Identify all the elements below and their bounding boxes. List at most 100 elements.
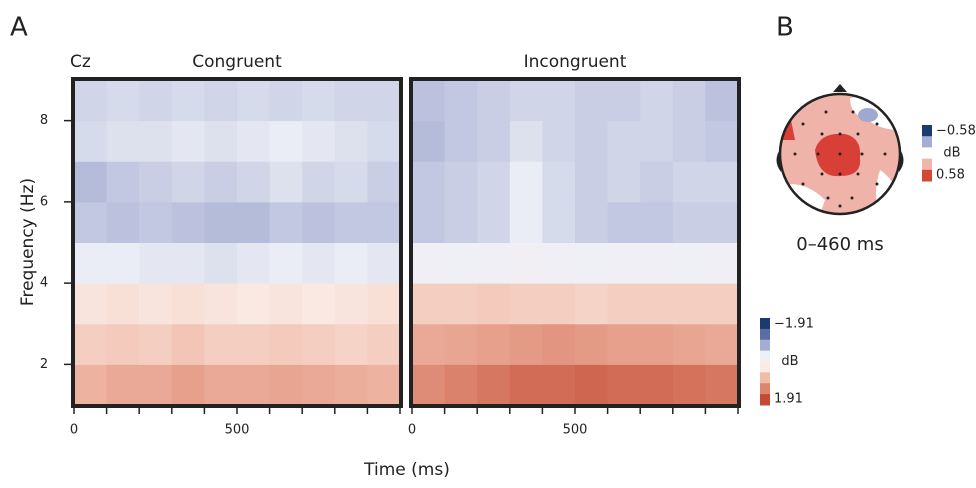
heatmap-cell	[334, 120, 368, 162]
heatmap-cell	[607, 323, 641, 365]
heatmap-cell	[367, 80, 401, 122]
heatmap-cell	[705, 120, 739, 162]
colorbar-swatch	[922, 169, 932, 182]
y-tick-label: 4	[40, 276, 48, 291]
colorbar-tick-label: 0.58	[936, 168, 965, 183]
heatmap-cell	[640, 161, 674, 203]
heatmap-cell	[640, 283, 674, 325]
heatmap-cell	[171, 364, 205, 406]
heatmap-cell	[367, 364, 401, 406]
heatmap-cell	[575, 283, 609, 325]
heatmap-cell	[575, 80, 609, 122]
heatmap-cell	[302, 242, 336, 284]
colorbar-swatch	[760, 318, 770, 330]
heatmap-cell	[367, 120, 401, 162]
colorbar-swatch	[760, 383, 770, 395]
heatmap-cell	[640, 323, 674, 365]
heatmap-cell	[74, 201, 108, 243]
heatmap-cell	[237, 201, 271, 243]
heatmap-cell	[139, 364, 173, 406]
y-tick-label: 2	[40, 357, 48, 372]
heatmap-cell	[237, 242, 271, 284]
heatmap-cell	[640, 364, 674, 406]
heatmap-cell	[106, 364, 140, 406]
heatmap-cell	[477, 201, 511, 243]
heatmap-cell	[607, 364, 641, 406]
heatmap-cell	[672, 161, 706, 203]
heatmap-cell	[575, 364, 609, 406]
heatmap-cell	[444, 323, 478, 365]
heatmap-cell	[106, 242, 140, 284]
heatmap-cell	[477, 80, 511, 122]
heatmap-cell	[74, 364, 108, 406]
panel-label: B	[776, 13, 794, 43]
x-axis-label: Time (ms)	[363, 460, 450, 480]
heatmap-cell	[367, 323, 401, 365]
colorbar-swatch	[760, 372, 770, 384]
heatmap-cell	[334, 323, 368, 365]
heatmap-cell	[640, 80, 674, 122]
heatmap-cell	[705, 364, 739, 406]
heatmap-cell	[334, 283, 368, 325]
heatmap-cell	[171, 242, 205, 284]
heatmap-cell	[444, 120, 478, 162]
colorbar-swatch	[760, 339, 770, 352]
heatmap-cell	[672, 80, 706, 122]
heatmap-cell	[477, 120, 511, 162]
panel-label: A	[10, 13, 28, 43]
heatmap-cell	[171, 201, 205, 243]
heatmap-cell	[106, 120, 140, 162]
y-tick-label: 8	[40, 113, 48, 128]
heatmap-cell	[509, 201, 543, 243]
colorbar-label: dB	[781, 354, 798, 369]
heatmap-cell	[705, 323, 739, 365]
heatmap-cell	[672, 120, 706, 162]
panel-title: Congruent	[192, 52, 282, 72]
heatmap-cell	[106, 80, 140, 122]
heatmap-cell	[269, 364, 303, 406]
heatmap-cell	[705, 242, 739, 284]
heatmap-cell	[672, 323, 706, 365]
heatmap-cell	[412, 80, 446, 122]
heatmap-cell	[412, 364, 446, 406]
heatmap-cell	[171, 80, 205, 122]
heatmap-cell	[139, 120, 173, 162]
heatmap-cell	[412, 283, 446, 325]
heatmap-cell	[106, 161, 140, 203]
heatmap-cell	[139, 323, 173, 365]
heatmap-cell	[477, 161, 511, 203]
heatmap-cell	[509, 161, 543, 203]
colorbar-swatch	[760, 361, 770, 373]
heatmap-cell	[444, 242, 478, 284]
heatmap-cell	[139, 242, 173, 284]
heatmap-cell	[171, 283, 205, 325]
heatmap-cell	[204, 80, 238, 122]
heatmap-cell	[444, 283, 478, 325]
heatmap-cell	[139, 201, 173, 243]
heatmap-cell	[106, 323, 140, 365]
heatmap-cell	[269, 120, 303, 162]
heatmap-cell	[444, 80, 478, 122]
heatmap-cell	[509, 242, 543, 284]
channel-label: Cz	[70, 52, 91, 72]
y-tick-label: 6	[40, 194, 48, 209]
heatmap-cell	[607, 242, 641, 284]
heatmap-cell	[139, 161, 173, 203]
heatmap-cell	[269, 161, 303, 203]
heatmap-cell	[204, 201, 238, 243]
heatmap-cell	[334, 161, 368, 203]
topomap-title: 0–460 ms	[796, 234, 883, 255]
heatmap-cell	[367, 161, 401, 203]
x-tick-label: 500	[225, 423, 250, 438]
heatmap-cell	[204, 161, 238, 203]
heatmap-cell	[302, 364, 336, 406]
heatmap-cell	[269, 242, 303, 284]
heatmap-cell	[367, 283, 401, 325]
heatmap-cell	[74, 242, 108, 284]
heatmap-cell	[542, 161, 576, 203]
heatmap-cell	[575, 242, 609, 284]
heatmap-cell	[672, 364, 706, 406]
heatmap-cell	[237, 80, 271, 122]
heatmap-cell	[607, 161, 641, 203]
